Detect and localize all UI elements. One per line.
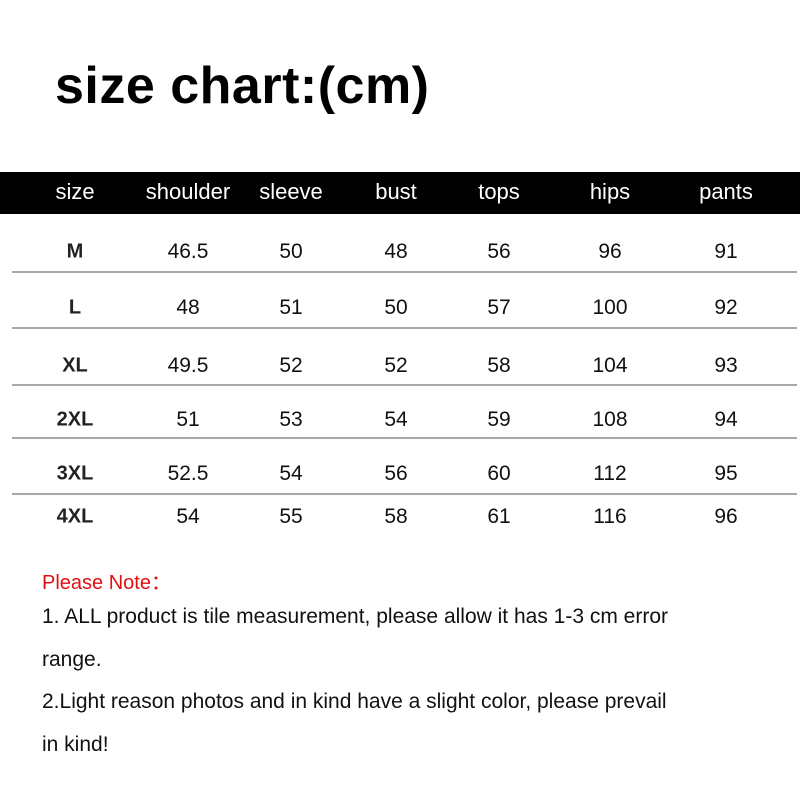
note-heading: Please Note： [42, 572, 171, 594]
table-cell: 49.5 [167, 354, 209, 377]
table-cell: 54 [279, 462, 303, 485]
column-header-bust: bust [375, 179, 417, 204]
table-cell: 50 [384, 296, 408, 319]
size-label: XL [62, 354, 88, 377]
table-cell: 92 [714, 296, 738, 319]
page-title: size chart:(cm) [55, 57, 430, 115]
table-cell: 53 [279, 408, 303, 431]
table-cell: 56 [384, 462, 408, 485]
table-header: size shoulder sleeve bust tops hips pants [0, 172, 800, 214]
table-cell: 93 [714, 354, 738, 377]
table-cell: 54 [176, 505, 200, 528]
size-label: L [68, 296, 82, 319]
table-cell: 96 [598, 240, 622, 263]
table-cell: 96 [714, 505, 738, 528]
size-label: 2XL [56, 408, 94, 431]
row-divider [12, 327, 797, 329]
column-header-size: size [55, 179, 95, 204]
row-divider [12, 437, 797, 439]
note-line: 2.Light reason photos and in kind have a… [42, 690, 667, 713]
table-cell: 95 [714, 462, 738, 485]
table-cell: 116 [593, 505, 627, 528]
table-cell: 51 [176, 408, 200, 431]
column-header-hips: hips [589, 179, 631, 204]
row-divider [12, 384, 797, 386]
table-cell: 52 [279, 354, 303, 377]
table-cell: 55 [279, 505, 303, 528]
note-line: range. [42, 648, 102, 671]
size-label: M [66, 240, 84, 263]
table-cell: 100 [592, 296, 628, 319]
table-cell: 48 [384, 240, 408, 263]
row-divider [12, 493, 797, 495]
column-header-sleeve: sleeve [259, 179, 323, 204]
column-header-shoulder: shoulder [145, 179, 231, 204]
table-cell: 91 [714, 240, 738, 263]
table-cell: 94 [714, 408, 738, 431]
column-header-pants: pants [699, 179, 753, 204]
table-cell: 59 [487, 408, 511, 431]
table-cell: 46.5 [167, 240, 209, 263]
table-cell: 57 [487, 296, 511, 319]
table-cell: 54 [384, 408, 408, 431]
table-cell: 48 [176, 296, 200, 319]
table-cell: 56 [487, 240, 511, 263]
note-line: in kind! [42, 733, 109, 756]
column-header-tops: tops [478, 179, 520, 204]
table-cell: 112 [593, 462, 627, 485]
table-cell: 51 [279, 296, 303, 319]
table-cell: 104 [592, 354, 628, 377]
size-label: 3XL [56, 462, 94, 485]
table-cell: 50 [279, 240, 303, 263]
table-cell: 52 [384, 354, 408, 377]
size-label: 4XL [56, 505, 94, 528]
table-cell: 61 [487, 505, 511, 528]
table-cell: 58 [487, 354, 511, 377]
table-cell: 52.5 [167, 462, 209, 485]
table-cell: 108 [592, 408, 628, 431]
table-cell: 60 [487, 462, 511, 485]
table-cell: 58 [384, 505, 408, 528]
row-divider [12, 271, 797, 273]
note-line: 1. ALL product is tile measurement, plea… [42, 605, 669, 628]
